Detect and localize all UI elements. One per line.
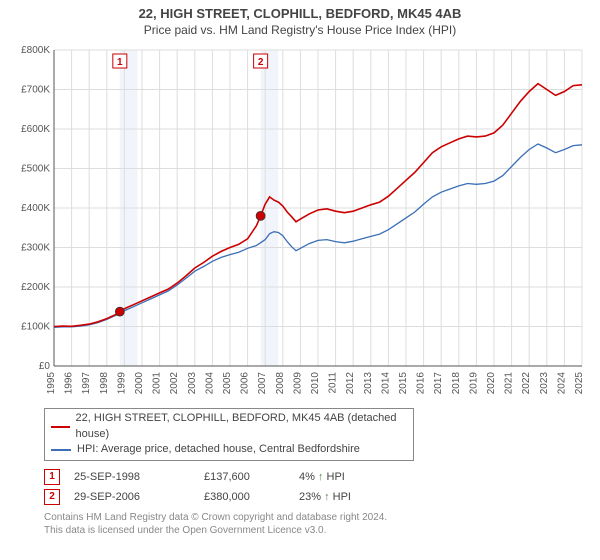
svg-text:1998: 1998 (99, 372, 110, 395)
svg-text:2020: 2020 (486, 372, 497, 395)
svg-text:2024: 2024 (556, 372, 567, 395)
svg-text:2015: 2015 (398, 372, 409, 395)
event-marker-1: 1 (44, 469, 60, 485)
legend-swatch-series1 (51, 426, 70, 428)
footer-line2: This data is licensed under the Open Gov… (44, 524, 600, 537)
svg-text:2006: 2006 (240, 372, 251, 395)
svg-text:2001: 2001 (152, 372, 163, 395)
svg-text:2012: 2012 (345, 372, 356, 395)
svg-text:£700K: £700K (21, 85, 50, 96)
event-pct: 4% ↑ HPI (299, 471, 369, 483)
svg-text:2025: 2025 (574, 372, 585, 395)
svg-text:2019: 2019 (468, 372, 479, 395)
sale-event-row: 2 29-SEP-2006 £380,000 23% ↑ HPI (44, 489, 600, 505)
sale-events-table: 1 25-SEP-1998 £137,600 4% ↑ HPI 2 29-SEP… (44, 469, 600, 505)
svg-text:2009: 2009 (292, 372, 303, 395)
svg-text:2023: 2023 (539, 372, 550, 395)
svg-text:£600K: £600K (21, 124, 50, 135)
svg-text:1995: 1995 (46, 372, 57, 395)
svg-text:1996: 1996 (64, 372, 75, 395)
arrow-up-icon: ↑ (324, 491, 330, 503)
legend-swatch-series2 (51, 449, 71, 451)
event-date: 25-SEP-1998 (74, 471, 204, 483)
event-price: £137,600 (204, 471, 299, 483)
svg-text:2005: 2005 (222, 372, 233, 395)
sale-event-row: 1 25-SEP-1998 £137,600 4% ↑ HPI (44, 469, 600, 485)
svg-text:2008: 2008 (275, 372, 286, 395)
chart-titles: 22, HIGH STREET, CLOPHILL, BEDFORD, MK45… (0, 0, 600, 38)
svg-text:2000: 2000 (134, 372, 145, 395)
event-date: 29-SEP-2006 (74, 491, 204, 503)
footer-attribution: Contains HM Land Registry data © Crown c… (44, 511, 600, 537)
legend-row-series1: 22, HIGH STREET, CLOPHILL, BEDFORD, MK45… (51, 411, 407, 442)
svg-text:£200K: £200K (21, 282, 50, 293)
chart-title-line1: 22, HIGH STREET, CLOPHILL, BEDFORD, MK45… (0, 6, 600, 23)
svg-text:2003: 2003 (187, 372, 198, 395)
svg-text:2016: 2016 (416, 372, 427, 395)
footer-line1: Contains HM Land Registry data © Crown c… (44, 511, 600, 524)
svg-text:2007: 2007 (257, 372, 268, 395)
svg-text:1: 1 (117, 57, 123, 68)
legend-label-series1: 22, HIGH STREET, CLOPHILL, BEDFORD, MK45… (76, 411, 407, 442)
svg-text:£300K: £300K (21, 243, 50, 254)
legend-label-series2: HPI: Average price, detached house, Cent… (77, 442, 360, 457)
arrow-up-icon: ↑ (318, 471, 324, 483)
svg-text:2: 2 (258, 57, 264, 68)
svg-text:1999: 1999 (116, 372, 127, 395)
event-marker-2: 2 (44, 489, 60, 505)
event-pct: 23% ↑ HPI (299, 491, 369, 503)
chart-title-line2: Price paid vs. HM Land Registry's House … (0, 23, 600, 39)
price-line-chart: £0 £100K £200K £300K £400K £500K £600K £700K £80… (10, 42, 590, 402)
svg-text:2010: 2010 (310, 372, 321, 395)
svg-text:2017: 2017 (433, 372, 444, 395)
svg-text:2022: 2022 (521, 372, 532, 395)
event-price: £380,000 (204, 491, 299, 503)
svg-text:2018: 2018 (451, 372, 462, 395)
svg-text:£400K: £400K (21, 203, 50, 214)
svg-text:£0: £0 (39, 361, 51, 372)
svg-text:£100K: £100K (21, 322, 50, 333)
svg-text:1997: 1997 (81, 372, 92, 395)
svg-text:2013: 2013 (363, 372, 374, 395)
chart-area: £0 £100K £200K £300K £400K £500K £600K £700K £80… (10, 42, 590, 402)
svg-text:£800K: £800K (21, 45, 50, 56)
chart-legend: 22, HIGH STREET, CLOPHILL, BEDFORD, MK45… (44, 408, 414, 460)
legend-row-series2: HPI: Average price, detached house, Cent… (51, 442, 407, 457)
svg-text:2004: 2004 (204, 372, 215, 395)
svg-text:2021: 2021 (504, 372, 515, 395)
svg-text:2011: 2011 (328, 372, 339, 394)
svg-text:2014: 2014 (380, 372, 391, 395)
svg-text:£500K: £500K (21, 164, 50, 175)
svg-text:2002: 2002 (169, 372, 180, 395)
